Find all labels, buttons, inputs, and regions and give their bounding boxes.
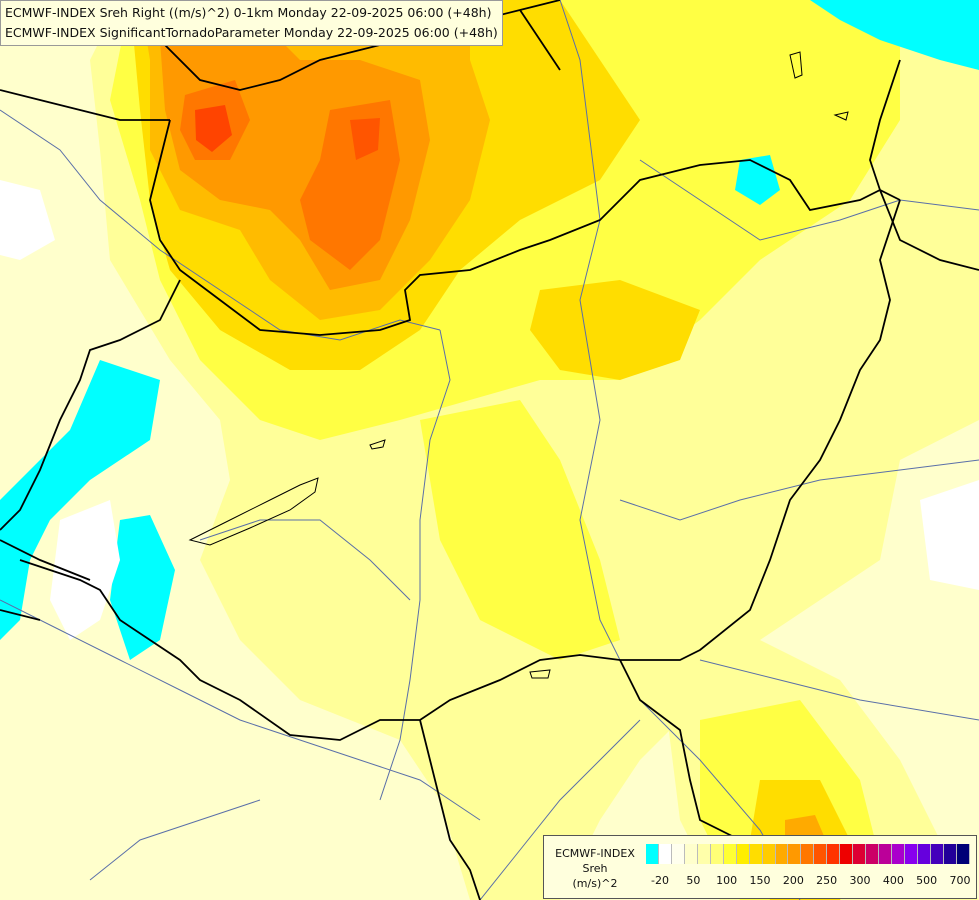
legend-tick-label: 250	[816, 874, 838, 887]
legend-swatch	[801, 844, 815, 864]
legend-tick-label: 50	[686, 874, 701, 887]
title-line-1: ECMWF-INDEX Sreh Right ((m/s)^2) 0-1km M…	[5, 5, 492, 20]
field-white-1	[50, 500, 120, 640]
field-cyan-2	[735, 155, 780, 205]
legend-tick-label: 150	[749, 874, 771, 887]
legend-swatch	[749, 844, 763, 864]
field-red-2	[350, 118, 380, 160]
legend-swatch	[736, 844, 750, 864]
small-islands	[529, 51, 849, 679]
lake-small	[369, 439, 386, 450]
legend-swatch	[646, 844, 659, 864]
legend-tick-label: 200	[782, 874, 804, 887]
legend-swatch	[788, 844, 802, 864]
legend-swatch	[671, 844, 685, 864]
legend: ECMWF-INDEX Sreh (m/s)^2 -20 50 100 150 200 2…	[543, 835, 977, 899]
legend-swatch	[879, 844, 893, 864]
legend-swatch	[814, 844, 828, 864]
legend-swatch	[943, 844, 957, 864]
legend-title: ECMWF-INDEX Sreh (m/s)^2	[548, 846, 642, 891]
legend-swatch	[658, 844, 672, 864]
legend-swatch	[684, 844, 698, 864]
field-white-2	[920, 480, 979, 590]
legend-tick-label: 500	[916, 874, 938, 887]
legend-title-line-3: (m/s)^2	[572, 877, 618, 890]
field-yellow-4	[420, 400, 620, 660]
legend-tick-label: 100	[716, 874, 738, 887]
legend-swatch	[762, 844, 776, 864]
legend-swatch	[930, 844, 944, 864]
legend-swatch	[892, 844, 906, 864]
legend-swatch	[697, 844, 711, 864]
legend-swatch	[956, 844, 970, 864]
title-line-2: ECMWF-INDEX SignificantTornadoParameter …	[5, 25, 498, 40]
legend-swatch	[775, 844, 789, 864]
legend-title-line-1: ECMWF-INDEX	[555, 847, 635, 860]
legend-swatch	[853, 844, 867, 864]
legend-swatch	[723, 844, 737, 864]
legend-tick-label: -20	[651, 874, 669, 887]
legend-tick-label: 300	[849, 874, 871, 887]
field-red	[195, 105, 232, 152]
legend-swatch	[827, 844, 841, 864]
legend-swatch	[918, 844, 931, 864]
legend-swatch	[840, 844, 854, 864]
legend-tick-label: 700	[949, 874, 971, 887]
legend-swatches	[646, 844, 970, 864]
lake-balaton	[188, 477, 319, 546]
field-cyan-1	[810, 0, 979, 70]
legend-swatch	[866, 844, 880, 864]
field-gold-2	[530, 280, 700, 380]
field-cyan-4	[0, 360, 160, 640]
legend-swatch	[905, 844, 919, 864]
field-white-3	[0, 180, 55, 260]
map-title-box: ECMWF-INDEX Sreh Right ((m/s)^2) 0-1km M…	[0, 0, 503, 46]
legend-ticks: -20 50 100 150 200 250 300 400 500 700	[646, 874, 970, 890]
legend-title-line-2: Sreh	[582, 862, 608, 875]
legend-swatch	[710, 844, 724, 864]
legend-tick-label: 400	[882, 874, 904, 887]
